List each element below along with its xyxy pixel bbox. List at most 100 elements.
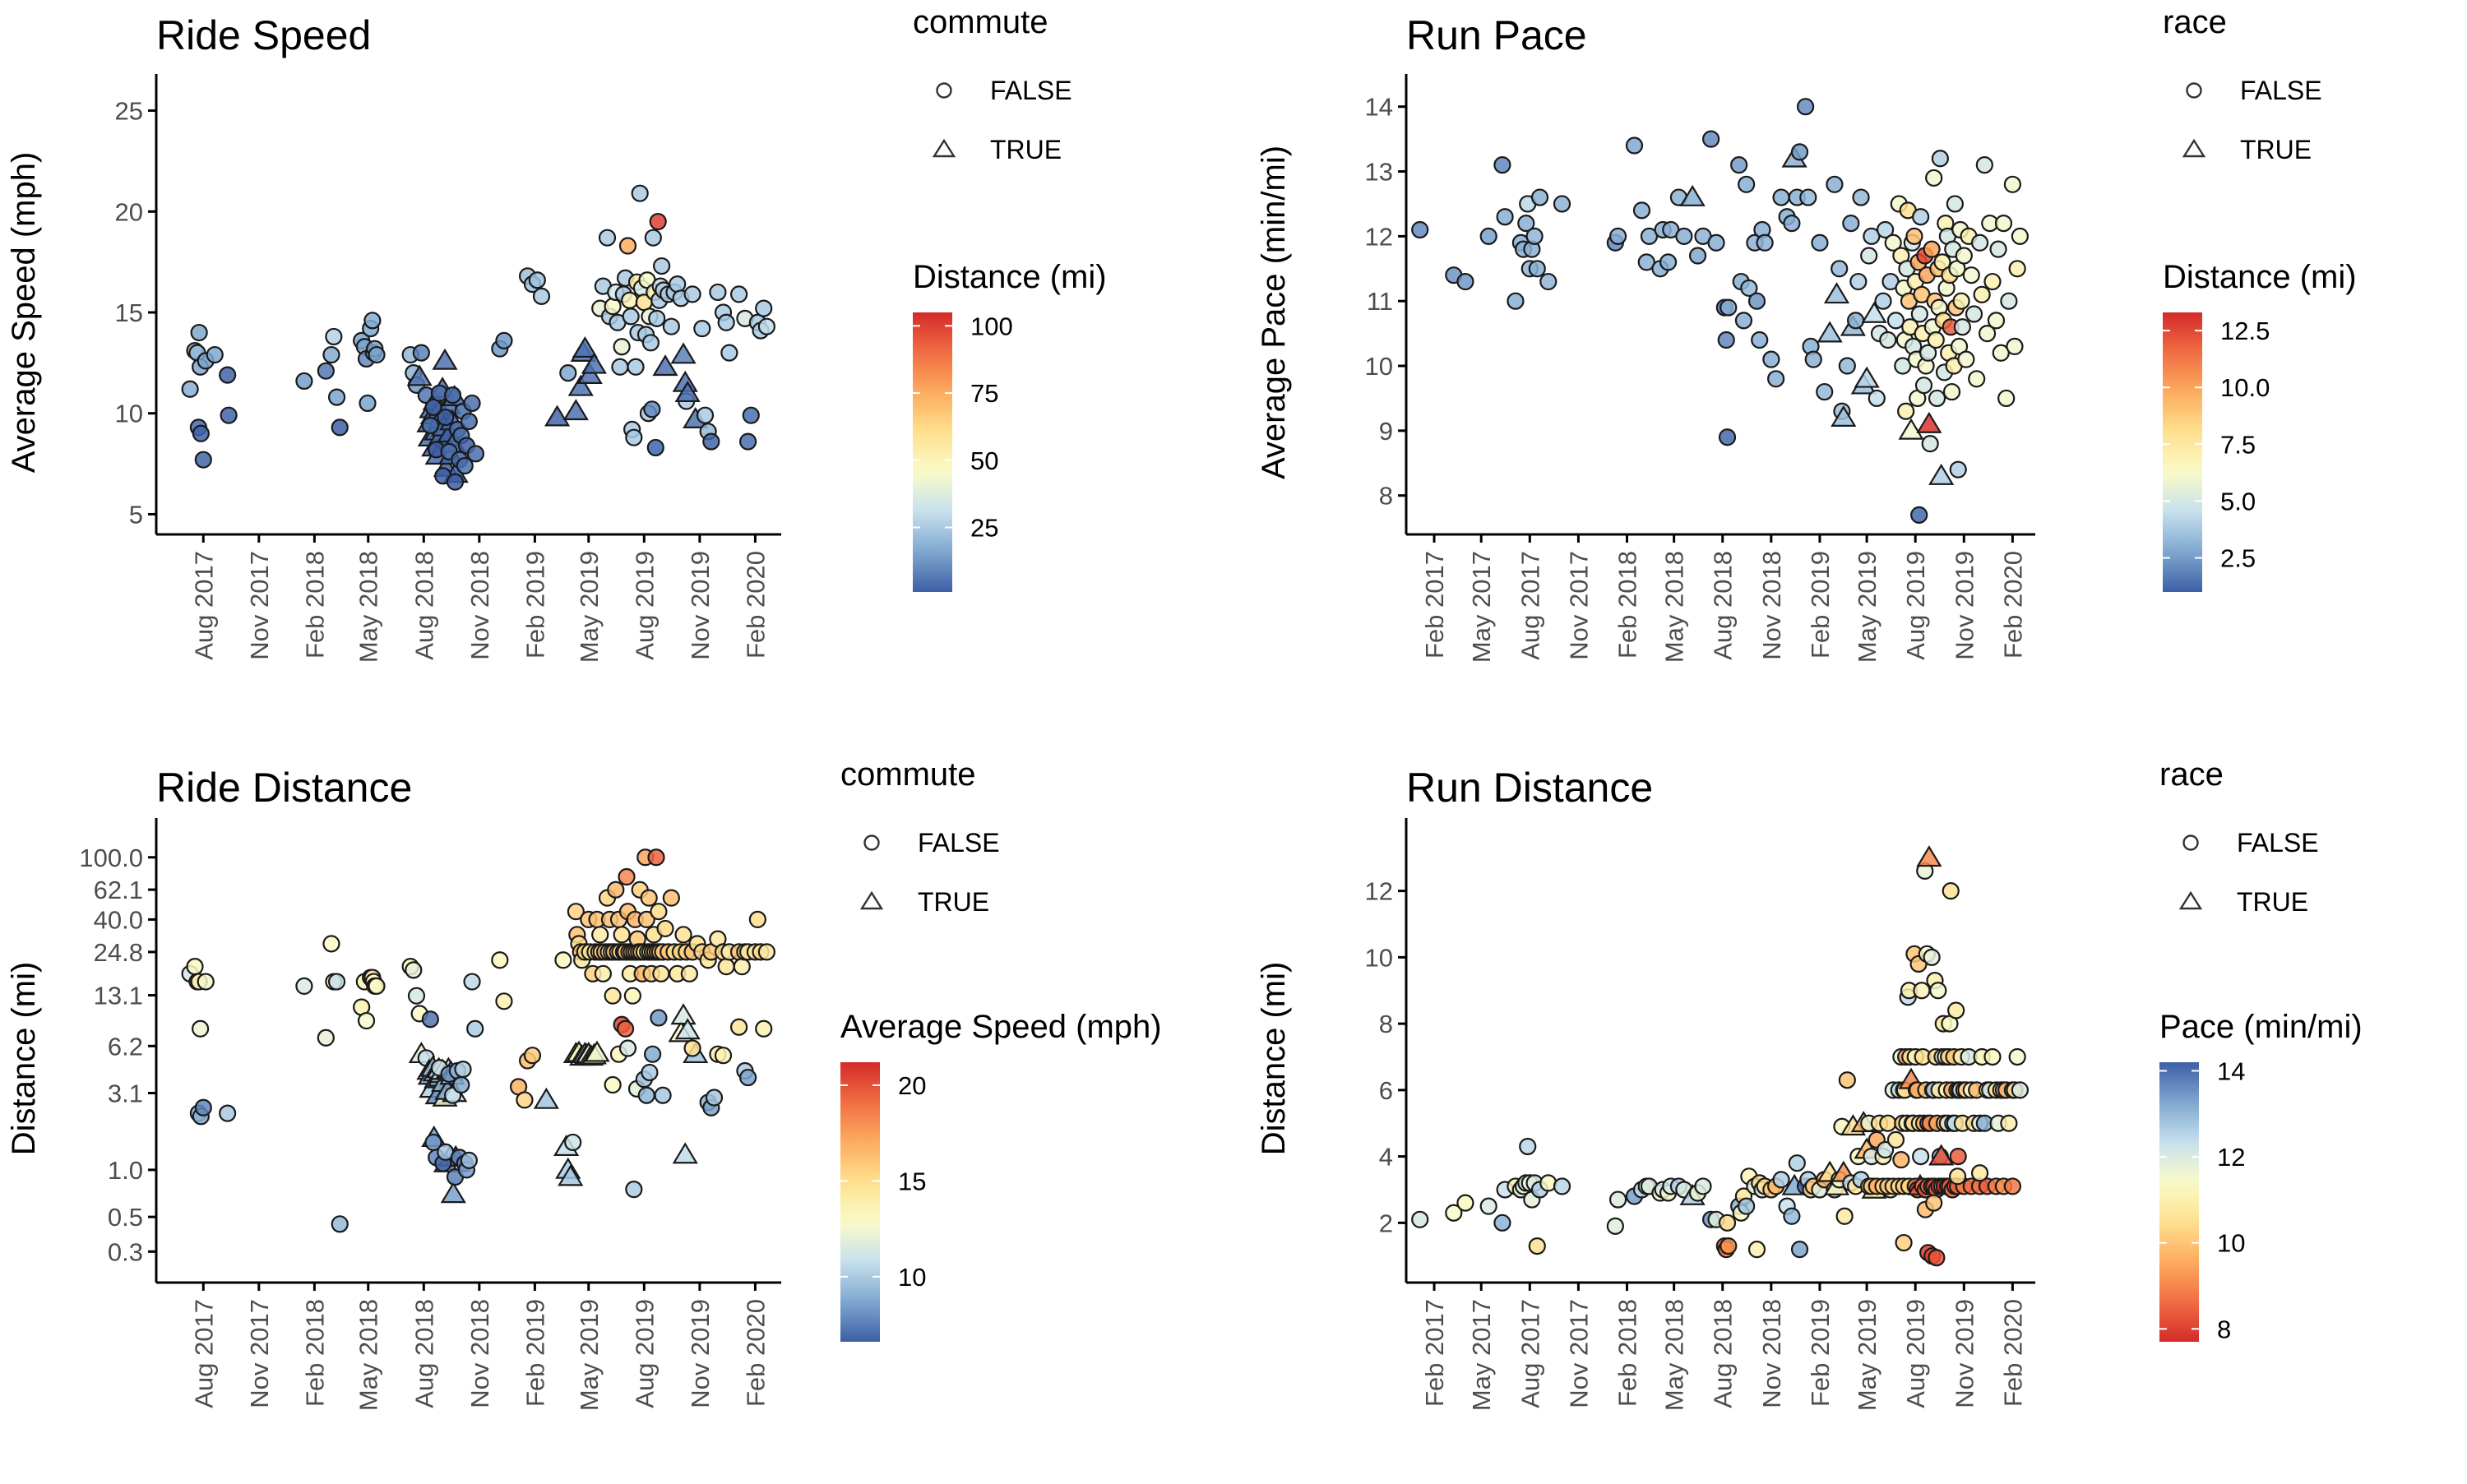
data-point (1772, 1171, 1790, 1189)
data-point (322, 935, 340, 953)
data-point (1608, 1190, 1627, 1209)
y-tick-label: 24.8 (94, 938, 143, 967)
data-point (1479, 227, 1497, 245)
data-point (755, 299, 773, 317)
data-point (1923, 240, 1941, 258)
data-point (604, 987, 622, 1005)
data-point (674, 926, 692, 944)
x-tick-label: Aug 2017 (1516, 551, 1544, 660)
data-point (407, 987, 426, 1005)
ride-distance-x-axis: Aug 2017 Nov 2017 Feb 2018 May 2018 Aug 2018… (189, 1283, 770, 1411)
data-point (622, 307, 640, 326)
data-point (1493, 1214, 1511, 1232)
x-tick-label: Aug 2017 (1516, 1299, 1544, 1408)
data-point (739, 1068, 757, 1087)
data-point (1914, 377, 1933, 395)
data-point (1835, 1207, 1854, 1225)
color-bar-tick-label: 10.0 (2220, 373, 2270, 402)
data-point-triangle (584, 1040, 610, 1062)
data-point (1952, 292, 1970, 310)
data-point (1730, 156, 1748, 174)
data-point (652, 964, 670, 982)
data-point (604, 1075, 622, 1094)
color-bar-tick-label: 20 (898, 1071, 926, 1100)
y-tick-label: 9 (1379, 417, 1393, 446)
legend-entry-label: FALSE (2237, 828, 2319, 858)
data-point (1975, 156, 1993, 174)
y-tick-label: 62.1 (94, 876, 143, 904)
data-point (1947, 1001, 1965, 1019)
y-tick-label: 15 (115, 298, 143, 327)
data-point (219, 1104, 237, 1122)
data-point (757, 943, 775, 961)
data-point (1751, 331, 1769, 349)
x-tick-label: Nov 2017 (1564, 1299, 1593, 1408)
data-point (1772, 188, 1790, 206)
x-tick-label: Aug 2019 (630, 551, 659, 660)
data-point (1747, 292, 1766, 310)
ride-speed-title: Ride Speed (156, 12, 371, 58)
data-point (532, 287, 551, 305)
data-point-triangle (567, 374, 594, 396)
ride-distance-shape-legend: commute FALSE TRUE (840, 756, 1000, 917)
data-point (1948, 1167, 1967, 1186)
data-point-triangle (533, 1087, 559, 1109)
data-point (621, 291, 639, 309)
data-point (618, 237, 637, 255)
data-point (1411, 220, 1429, 239)
data-point (1496, 208, 1514, 226)
data-point (1992, 344, 2010, 362)
x-tick-label: Feb 2019 (1806, 1299, 1835, 1407)
data-point (567, 903, 585, 921)
data-point (644, 229, 662, 247)
color-bar-tick-label: 12 (2217, 1143, 2245, 1172)
x-tick-label: Aug 2019 (630, 1299, 659, 1408)
data-point (220, 406, 238, 424)
color-bar-tick-label: 14 (2217, 1056, 2245, 1085)
data-point (194, 1098, 212, 1116)
data-point (1553, 1177, 1571, 1195)
data-point (1994, 215, 2013, 233)
x-tick-label: Nov 2018 (465, 551, 494, 660)
x-tick-label: Nov 2018 (1757, 1299, 1786, 1408)
data-point (1479, 1197, 1497, 1215)
data-point (1928, 1249, 1946, 1267)
data-point-triangle (581, 352, 607, 374)
data-point (368, 345, 386, 364)
data-point (463, 394, 481, 413)
data-point (322, 345, 340, 364)
x-tick-label: May 2017 (1467, 1299, 1496, 1411)
legend-entry-label: FALSE (990, 76, 1072, 105)
legend-title: Pace (min/mi) (2159, 1009, 2363, 1045)
data-point (1863, 227, 1881, 245)
data-point (702, 432, 720, 451)
data-point (625, 1181, 643, 1199)
legend-title: Average Speed (mph) (840, 1009, 1162, 1045)
data-point (1876, 1140, 1895, 1159)
x-tick-label: May 2018 (354, 1299, 383, 1411)
x-tick-label: Aug 2019 (1901, 551, 1930, 660)
data-point-triangle (1679, 184, 1706, 206)
data-point (1816, 382, 1834, 401)
x-tick-label: Nov 2018 (1757, 551, 1786, 660)
data-point (206, 345, 224, 364)
data-point (637, 910, 655, 929)
data-point (611, 358, 629, 376)
x-tick-label: Feb 2018 (300, 551, 329, 659)
y-tick-label: 1.0 (108, 1156, 143, 1185)
y-tick-label: 8 (1379, 482, 1393, 511)
data-point (1493, 156, 1511, 174)
ride-distance-color-legend: Average Speed (mph) 10 15 20 (840, 1009, 1162, 1342)
data-point (192, 424, 210, 442)
data-point (1694, 1177, 1712, 1195)
x-tick-label: Feb 2019 (521, 1299, 549, 1407)
data-point (186, 958, 204, 976)
data-point (495, 331, 513, 349)
data-point (2003, 1177, 2021, 1195)
data-point (1637, 253, 1655, 271)
legend-entry-label: FALSE (2240, 76, 2322, 105)
data-point (1528, 260, 1546, 278)
data-point-triangle (406, 364, 433, 386)
